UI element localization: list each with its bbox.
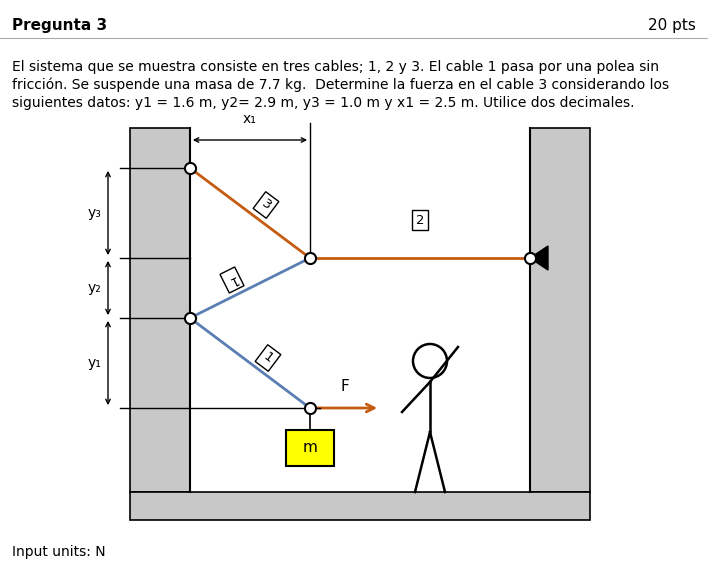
Text: 3: 3 [258,197,273,213]
Text: x₁: x₁ [243,112,257,126]
Bar [286,430,334,466]
Text: y₃: y₃ [87,206,101,220]
Text: Pregunta 3: Pregunta 3 [12,18,107,33]
Text: 2: 2 [416,213,424,226]
Bar [530,128,590,492]
Text: y₁: y₁ [87,356,101,370]
Text: 20 pts: 20 pts [648,18,696,33]
Text: 1: 1 [225,272,239,288]
Bar [130,492,590,520]
Text: Input units: N: Input units: N [12,545,105,559]
Polygon shape [530,246,548,270]
Text: F: F [341,379,349,394]
Text: 1: 1 [261,350,275,366]
Bar [130,128,190,492]
Bar [530,128,590,492]
Text: fricción. Se suspende una masa de 7.7 kg.  Determine la fuerza en el cable 3 con: fricción. Se suspende una masa de 7.7 kg… [12,78,669,92]
Text: y₂: y₂ [87,281,101,295]
Bar [130,492,590,520]
Bar [130,128,190,492]
Text: El sistema que se muestra consiste en tres cables; 1, 2 y 3. El cable 1 pasa por: El sistema que se muestra consiste en tr… [12,60,659,74]
Text: siguientes datos: y1 = 1.6 m, y2= 2.9 m, y3 = 1.0 m y x1 = 2.5 m. Utilice dos de: siguientes datos: y1 = 1.6 m, y2= 2.9 m,… [12,96,634,110]
Text: m: m [302,440,317,455]
